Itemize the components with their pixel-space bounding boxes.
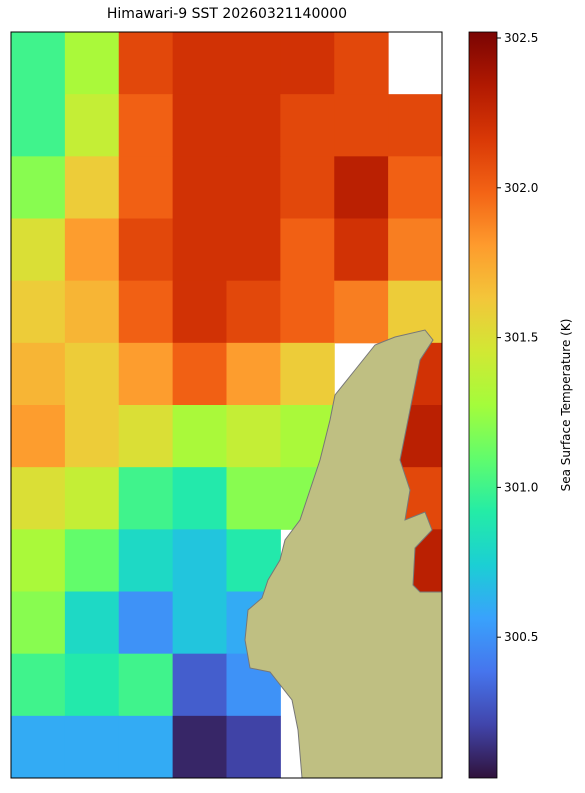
cell	[11, 715, 66, 779]
cell	[118, 156, 174, 219]
cell	[64, 32, 120, 95]
cell	[172, 405, 227, 468]
cell	[334, 94, 389, 157]
cell	[64, 653, 120, 717]
cell	[334, 32, 389, 95]
cell	[64, 342, 120, 406]
colorbar-tick-label: 300.5	[504, 630, 538, 644]
cell	[64, 529, 120, 592]
cell	[11, 591, 66, 655]
cell	[118, 653, 174, 717]
cell	[118, 591, 174, 655]
cell	[118, 218, 174, 282]
cell	[226, 467, 281, 530]
cell	[64, 280, 120, 344]
cell	[172, 280, 227, 344]
cell	[334, 280, 389, 344]
cell	[118, 94, 174, 157]
cell	[11, 94, 66, 157]
cell	[172, 653, 227, 717]
cell	[172, 342, 227, 406]
cell	[226, 342, 281, 406]
cell	[226, 280, 281, 344]
cell	[172, 715, 227, 779]
cell	[226, 156, 281, 219]
cell	[11, 653, 66, 717]
land	[244, 329, 443, 779]
cell	[226, 715, 281, 779]
cell	[172, 529, 227, 592]
cell	[172, 467, 227, 530]
cell	[172, 32, 227, 95]
cell	[280, 280, 335, 344]
cell	[226, 218, 281, 282]
cell	[172, 94, 227, 157]
cell	[118, 405, 174, 468]
cell	[226, 32, 281, 95]
cell	[64, 94, 120, 157]
cell	[64, 591, 120, 655]
cell	[172, 218, 227, 282]
cell	[11, 342, 66, 406]
cell	[64, 715, 120, 779]
cell	[11, 467, 66, 530]
colorbar-label: Sea Surface Temperature (K)	[559, 319, 573, 492]
colorbar	[468, 31, 498, 779]
chart-title: Himawari-9 SST 20260321140000	[107, 6, 347, 22]
cell	[280, 32, 335, 95]
cell	[11, 280, 66, 344]
cell	[118, 715, 174, 779]
colorbar-tick-label: 302.0	[504, 181, 538, 195]
cell	[118, 32, 174, 95]
cell	[118, 342, 174, 406]
cell	[172, 591, 227, 655]
cell	[118, 280, 174, 344]
plot-frame	[10, 31, 443, 779]
cell	[334, 156, 389, 219]
cell	[280, 218, 335, 282]
cell	[388, 156, 443, 219]
cell	[118, 467, 174, 530]
cell	[11, 32, 66, 95]
colorbar-tick-label: 302.5	[504, 31, 538, 45]
cell	[280, 156, 335, 219]
colorbar-tick-label: 301.0	[504, 480, 538, 494]
cell	[226, 94, 281, 157]
cell	[64, 218, 120, 282]
cell	[64, 467, 120, 530]
cell	[11, 405, 66, 468]
cell	[11, 218, 66, 282]
cell	[11, 529, 66, 592]
cell	[388, 218, 443, 282]
cell	[172, 156, 227, 219]
colorbar-tick-label: 301.5	[504, 331, 538, 345]
cell	[64, 405, 120, 468]
cell	[334, 218, 389, 282]
cell	[388, 94, 443, 157]
cell	[226, 405, 281, 468]
cell	[280, 342, 335, 406]
cell	[280, 94, 335, 157]
cell	[64, 156, 120, 219]
cell	[118, 529, 174, 592]
cell	[11, 156, 66, 219]
